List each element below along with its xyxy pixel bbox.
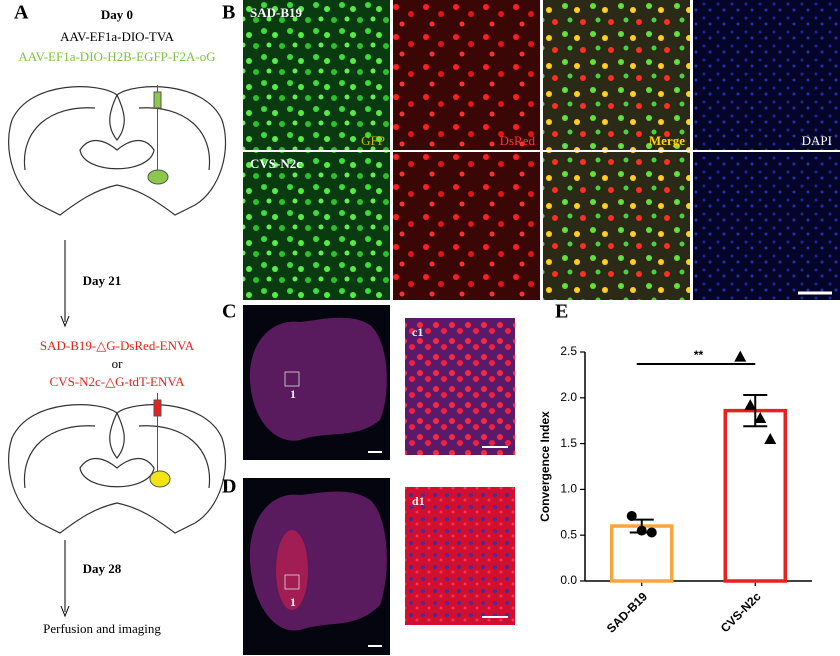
roi-box [284,371,300,387]
channel-label: DAPI [802,133,832,148]
significance-label: ** [694,348,704,362]
or-label: or [112,356,124,371]
arrow [60,605,70,618]
data-point [626,510,637,521]
row-label: CVS-N2c [250,156,302,171]
syringe [153,399,162,417]
y-axis-label: Convergence Index [538,411,552,522]
channel-label: GFP [361,133,385,148]
error-bar [743,394,768,428]
roi-label: 1 [290,387,296,401]
y-tick-label: 2.0 [560,390,577,404]
final-step: Perfusion and imaging [43,621,161,636]
step-label: Day 21 [83,273,122,288]
bar [723,408,787,583]
channel-label: DsRed [500,133,536,148]
micrograph [693,152,840,300]
vector-label: AAV-EF1a-DIO-H2B-EGFP-F2A-oG [18,49,215,64]
labelled-region [276,530,308,610]
channel-label: Merge [649,133,685,148]
roi-box [284,574,300,590]
inset-label: d1 [412,494,425,508]
panel-label: A [14,2,29,24]
micrograph [693,0,840,150]
syringe [153,91,162,109]
data-point [734,350,747,362]
injection-site [149,470,171,488]
injection-site [147,169,169,185]
row-label: SAD-B19 [250,5,303,20]
y-tick-label: 0.0 [560,573,577,587]
y-tick-label: 0.5 [560,527,577,541]
step-label: Day 0 [101,7,133,22]
micrograph [543,0,690,150]
data-point [744,399,757,411]
data-point [646,527,657,538]
micrograph [393,0,540,150]
brain-section [249,491,387,631]
brain-section [249,317,387,441]
chart: 0.0 0.5 1.0 1.5 2.0 2.5 Convergence Index SAD-B… [538,344,812,636]
vector-label: AAV-EF1a-DIO-TVA [60,29,174,44]
brain-diagram [8,404,227,534]
panel-label: D [222,476,236,498]
virus-label: CVS-N2c-△G-tdT-ENVA [50,374,186,389]
step-label: Day 28 [83,561,122,576]
y-tick-label: 2.5 [560,344,577,358]
roi-label: 1 [290,595,296,609]
micrograph [243,152,390,300]
panel-label: B [222,2,235,24]
y-tick-label: 1.5 [560,436,577,450]
micrograph [543,152,690,300]
micrograph [243,0,390,150]
x-tick-label: CVS-N2c [718,589,764,635]
x-tick-label: SAD-B19 [604,589,650,635]
data-point [764,433,777,445]
micrograph [405,318,515,455]
micrograph [393,152,540,300]
data-point [754,411,767,423]
y-tick-label: 1.0 [560,482,577,496]
data-point [636,525,647,536]
brain-diagram [8,86,227,216]
inset-label: c1 [412,325,423,339]
virus-label: SAD-B19-△G-DsRed-ENVA [40,338,195,353]
panel-label: C [222,301,236,323]
arrow [60,315,70,328]
micrograph [405,487,515,625]
panel-label: E [555,301,568,323]
